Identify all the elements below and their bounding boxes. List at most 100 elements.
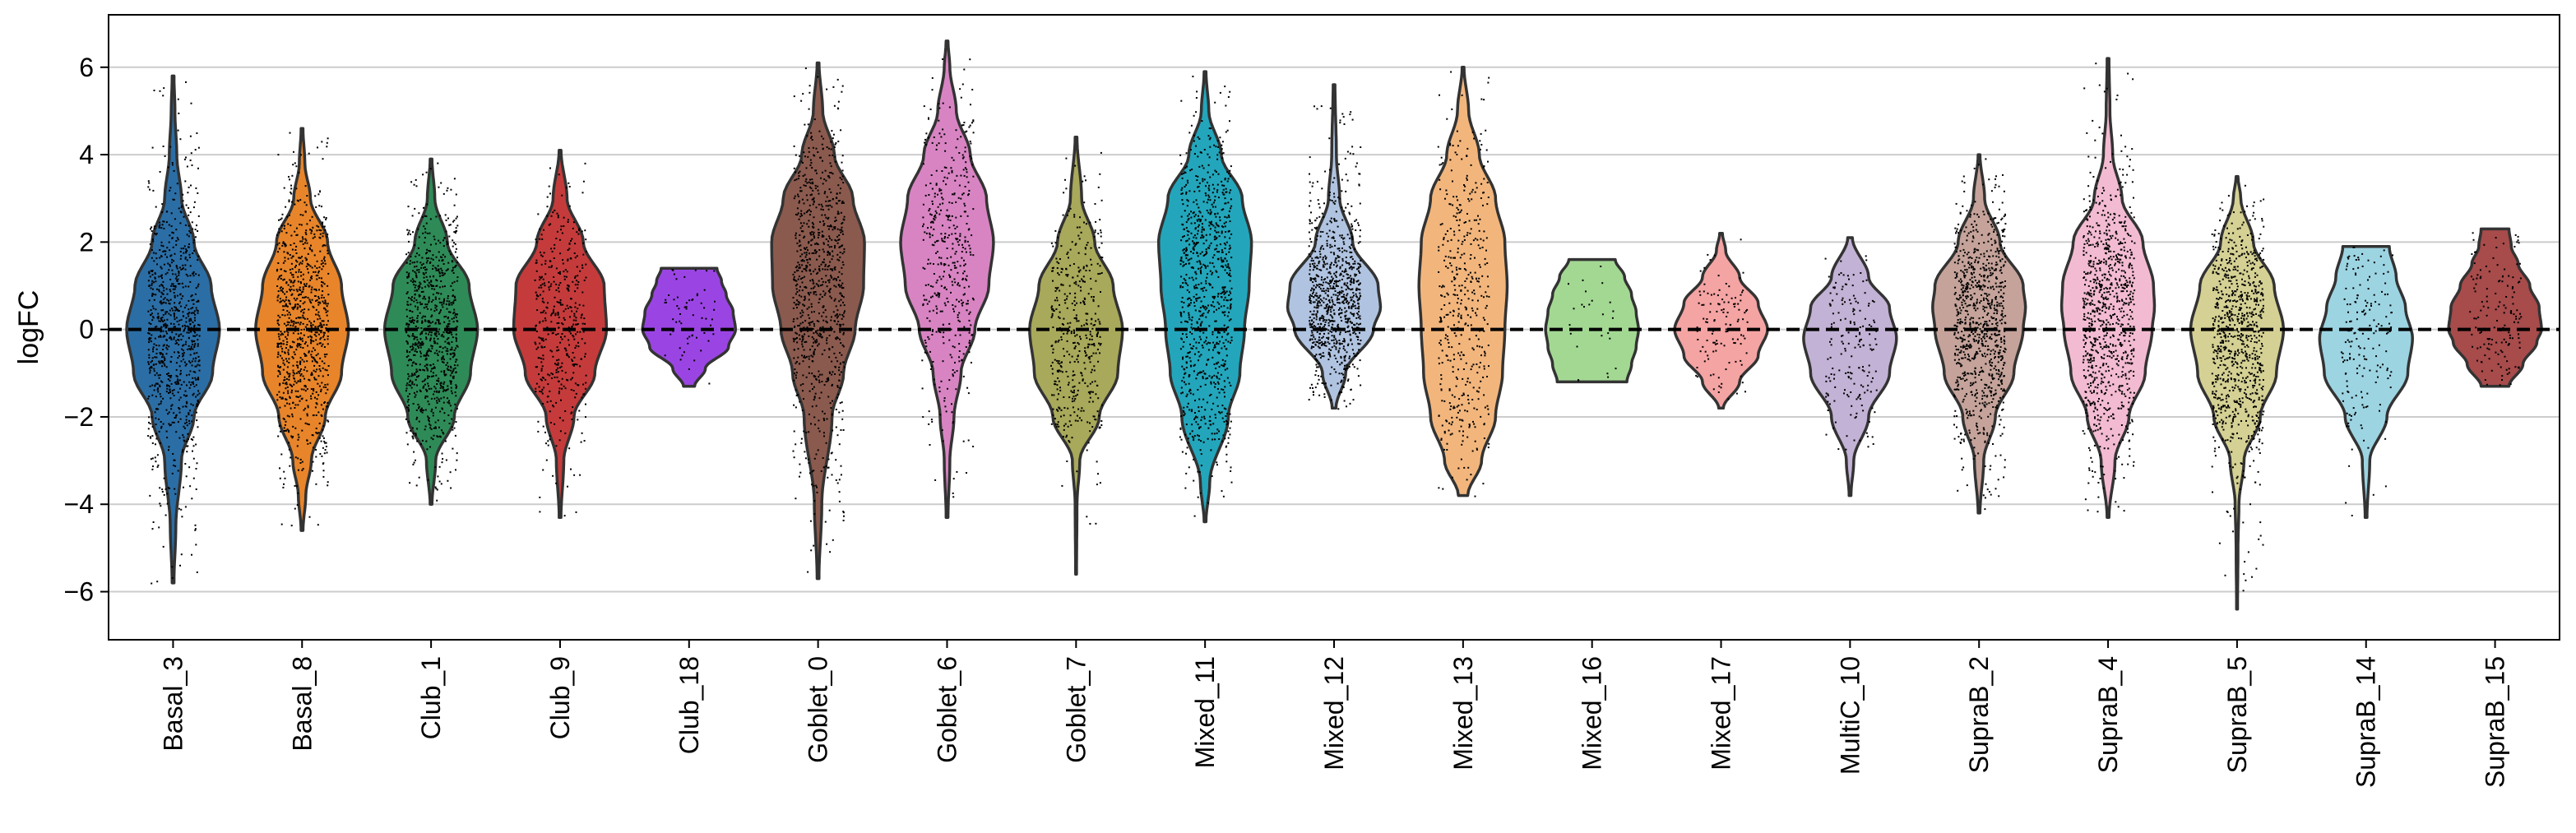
data-point	[1089, 391, 1091, 393]
data-point	[313, 271, 315, 273]
data-point	[1075, 283, 1077, 285]
data-point	[943, 263, 946, 265]
data-point	[1063, 293, 1066, 295]
data-point	[813, 322, 815, 325]
data-point	[320, 336, 322, 339]
data-point	[156, 317, 159, 319]
data-point	[940, 261, 943, 264]
data-point	[554, 243, 556, 246]
data-point	[154, 374, 156, 377]
data-point	[183, 245, 186, 248]
data-point	[197, 230, 199, 232]
data-point	[192, 303, 195, 305]
data-point	[815, 294, 818, 296]
data-point	[1067, 322, 1069, 325]
data-point	[555, 369, 558, 371]
data-point	[299, 462, 302, 464]
data-point	[1074, 296, 1077, 298]
data-point	[163, 493, 165, 496]
data-point	[954, 252, 957, 255]
data-point	[194, 360, 197, 363]
data-point	[828, 252, 831, 254]
data-point	[421, 380, 424, 382]
data-point	[421, 439, 424, 442]
data-point	[679, 320, 681, 322]
data-point	[829, 288, 832, 290]
data-point	[969, 248, 971, 250]
data-point	[431, 345, 433, 347]
data-point	[436, 402, 438, 404]
data-point	[1094, 231, 1096, 234]
data-point	[160, 317, 162, 319]
data-point	[326, 324, 328, 326]
data-point	[808, 324, 811, 326]
data-point	[282, 417, 285, 419]
data-point	[582, 253, 585, 256]
data-point	[415, 348, 417, 350]
data-point	[703, 307, 706, 309]
data-point	[436, 400, 438, 402]
data-point	[166, 387, 169, 390]
data-point	[942, 324, 944, 326]
data-point	[1078, 280, 1081, 283]
data-point	[796, 299, 799, 302]
data-point	[165, 353, 168, 355]
data-point	[191, 382, 193, 384]
data-point	[438, 400, 441, 402]
data-point	[456, 345, 458, 347]
data-point	[280, 366, 282, 368]
data-point	[924, 184, 927, 187]
data-point	[419, 391, 422, 392]
data-point	[817, 449, 819, 451]
data-point	[559, 301, 562, 303]
data-point	[935, 305, 938, 308]
data-point	[552, 355, 554, 358]
data-point	[173, 336, 175, 339]
data-point	[294, 230, 296, 233]
data-point	[823, 384, 826, 386]
data-point	[802, 93, 804, 95]
data-point	[148, 322, 151, 324]
data-point	[427, 308, 429, 310]
data-point	[1057, 236, 1059, 238]
data-point	[188, 285, 190, 288]
data-point	[295, 187, 298, 190]
data-point	[441, 270, 443, 271]
data-point	[285, 290, 288, 293]
data-point	[928, 194, 930, 196]
data-point	[970, 362, 972, 363]
data-point	[453, 178, 456, 180]
data-point	[958, 356, 960, 359]
data-point	[184, 422, 187, 424]
data-point	[179, 305, 182, 308]
data-point	[300, 271, 303, 273]
data-point	[572, 335, 574, 336]
data-point	[438, 271, 441, 273]
data-point	[284, 423, 286, 426]
data-point	[447, 317, 449, 320]
data-point	[834, 365, 836, 368]
data-point	[179, 373, 182, 376]
data-point	[929, 444, 931, 446]
data-point	[793, 357, 795, 359]
data-point	[834, 315, 836, 317]
data-point	[560, 399, 562, 401]
data-point	[841, 85, 844, 87]
data-point	[297, 200, 299, 202]
data-point	[173, 313, 175, 316]
data-point	[565, 275, 568, 278]
data-point	[539, 511, 541, 513]
data-point	[568, 339, 570, 341]
data-point	[802, 230, 804, 233]
data-point	[833, 352, 836, 354]
data-point	[1056, 423, 1059, 426]
data-point	[832, 173, 834, 175]
data-point	[818, 430, 821, 433]
data-point	[431, 408, 433, 410]
data-point	[828, 281, 831, 284]
data-point	[966, 303, 968, 305]
data-point	[1075, 317, 1077, 319]
data-point	[150, 361, 152, 363]
data-point	[304, 231, 307, 234]
data-point	[963, 259, 965, 261]
